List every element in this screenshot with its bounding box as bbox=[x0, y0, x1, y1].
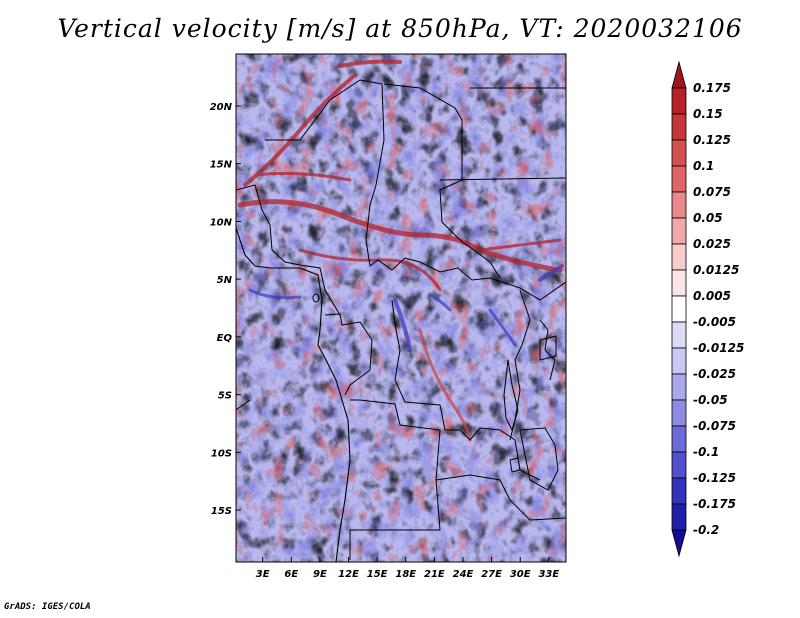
lon-tick-label: 12E bbox=[338, 569, 359, 580]
lon-tick-label: 3E bbox=[256, 569, 270, 580]
colorbar-label: 0.075 bbox=[693, 185, 731, 199]
lat-tick-label: 15N bbox=[210, 160, 233, 171]
colorbar: 0.175 0.15 0.125 0.1 0.075 0.05 0.025 0.0125 0.0… bbox=[671, 60, 744, 558]
strong-ascent-bands bbox=[237, 59, 563, 442]
colorbar-label: 0.05 bbox=[693, 211, 723, 225]
lon-tick-label: 33E bbox=[538, 569, 559, 580]
lake-outlines bbox=[312, 293, 559, 491]
colorbar-bin bbox=[671, 87, 687, 115]
lat-tick-label: 5N bbox=[217, 275, 233, 286]
colorbar-label: 0.025 bbox=[693, 237, 731, 251]
lon-tick-label: 24E bbox=[453, 569, 474, 580]
colorbar-bin bbox=[671, 165, 687, 193]
colorbar-label: 0.1 bbox=[693, 159, 714, 173]
lon-tick-label: 9E bbox=[313, 569, 327, 580]
lat-tick-label: 10N bbox=[210, 217, 233, 228]
colorbar-bin bbox=[671, 295, 687, 323]
colorbar-bottom-arrow bbox=[671, 529, 687, 558]
vertical-velocity-field bbox=[236, 54, 566, 562]
strong-descent-bands bbox=[248, 264, 564, 352]
colorbar-bin bbox=[671, 269, 687, 297]
colorbar-bin bbox=[671, 347, 687, 375]
map-title: Vertical velocity [m/s] at 850hPa, VT: 2… bbox=[57, 14, 743, 43]
colorbar-bin bbox=[671, 451, 687, 479]
longitude-axis: 3E 6E 9E 12E 15E 18E 21E 24E 27E 30E 33E bbox=[256, 557, 559, 580]
latitude-axis: 20N 15N 10N 5N EQ 5S 10S 15S bbox=[210, 102, 241, 517]
coastline bbox=[236, 227, 351, 562]
colorbar-label: -0.125 bbox=[693, 471, 736, 485]
colorbar-label: 0.175 bbox=[693, 81, 731, 95]
colorbar-bin bbox=[671, 503, 687, 531]
colorbar-bin bbox=[671, 191, 687, 219]
lon-tick-label: 27E bbox=[481, 569, 502, 580]
lat-tick-label: EQ bbox=[217, 333, 233, 344]
colorbar-bin bbox=[671, 477, 687, 505]
lat-tick-label: 5S bbox=[218, 391, 232, 402]
colorbar-bin bbox=[671, 399, 687, 427]
colorbar-label: -0.1 bbox=[693, 445, 719, 459]
map-frame bbox=[235, 53, 567, 563]
lat-tick-label: 10S bbox=[211, 448, 232, 459]
lon-tick-label: 21E bbox=[424, 569, 445, 580]
lon-tick-label: 15E bbox=[367, 569, 388, 580]
colorbar-label: 0.15 bbox=[693, 107, 723, 121]
colorbar-label: -0.175 bbox=[693, 497, 736, 511]
lat-tick-label: 15S bbox=[211, 506, 232, 517]
lon-tick-label: 30E bbox=[510, 569, 531, 580]
colorbar-label: -0.005 bbox=[693, 315, 736, 329]
colorbar-label: -0.2 bbox=[693, 523, 719, 537]
grads-credit: GrADS: IGES/COLA bbox=[4, 602, 91, 612]
colorbar-label: -0.075 bbox=[693, 419, 736, 433]
political-borders bbox=[236, 79, 566, 560]
colorbar-label: -0.05 bbox=[693, 393, 728, 407]
colorbar-bin bbox=[671, 113, 687, 141]
colorbar-label: 0.0125 bbox=[693, 263, 739, 277]
lat-tick-label: 20N bbox=[210, 102, 233, 113]
colorbar-label: 0.125 bbox=[693, 133, 731, 147]
lon-tick-label: 6E bbox=[284, 569, 298, 580]
colorbar-label: -0.025 bbox=[693, 367, 736, 381]
colorbar-label: -0.0125 bbox=[693, 341, 744, 355]
colorbar-bin bbox=[671, 217, 687, 245]
colorbar-label: 0.005 bbox=[693, 289, 731, 303]
colorbar-bin bbox=[671, 243, 687, 271]
colorbar-bin bbox=[671, 373, 687, 401]
colorbar-bin bbox=[671, 139, 687, 167]
lon-tick-label: 18E bbox=[395, 569, 416, 580]
colorbar-bin bbox=[671, 425, 687, 453]
colorbar-bin bbox=[671, 321, 687, 349]
colorbar-top-arrow bbox=[671, 60, 687, 89]
